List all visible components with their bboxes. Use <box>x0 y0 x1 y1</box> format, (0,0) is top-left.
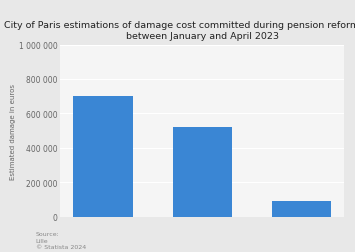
Text: Source:
Lille
© Statista 2024: Source: Lille © Statista 2024 <box>36 231 86 249</box>
Bar <box>73 97 133 217</box>
Y-axis label: Estimated damage in euros: Estimated damage in euros <box>10 83 16 179</box>
Bar <box>173 128 232 217</box>
Title: City of Paris estimations of damage cost committed during pension reform protest: City of Paris estimations of damage cost… <box>4 21 355 40</box>
Bar <box>272 201 332 217</box>
